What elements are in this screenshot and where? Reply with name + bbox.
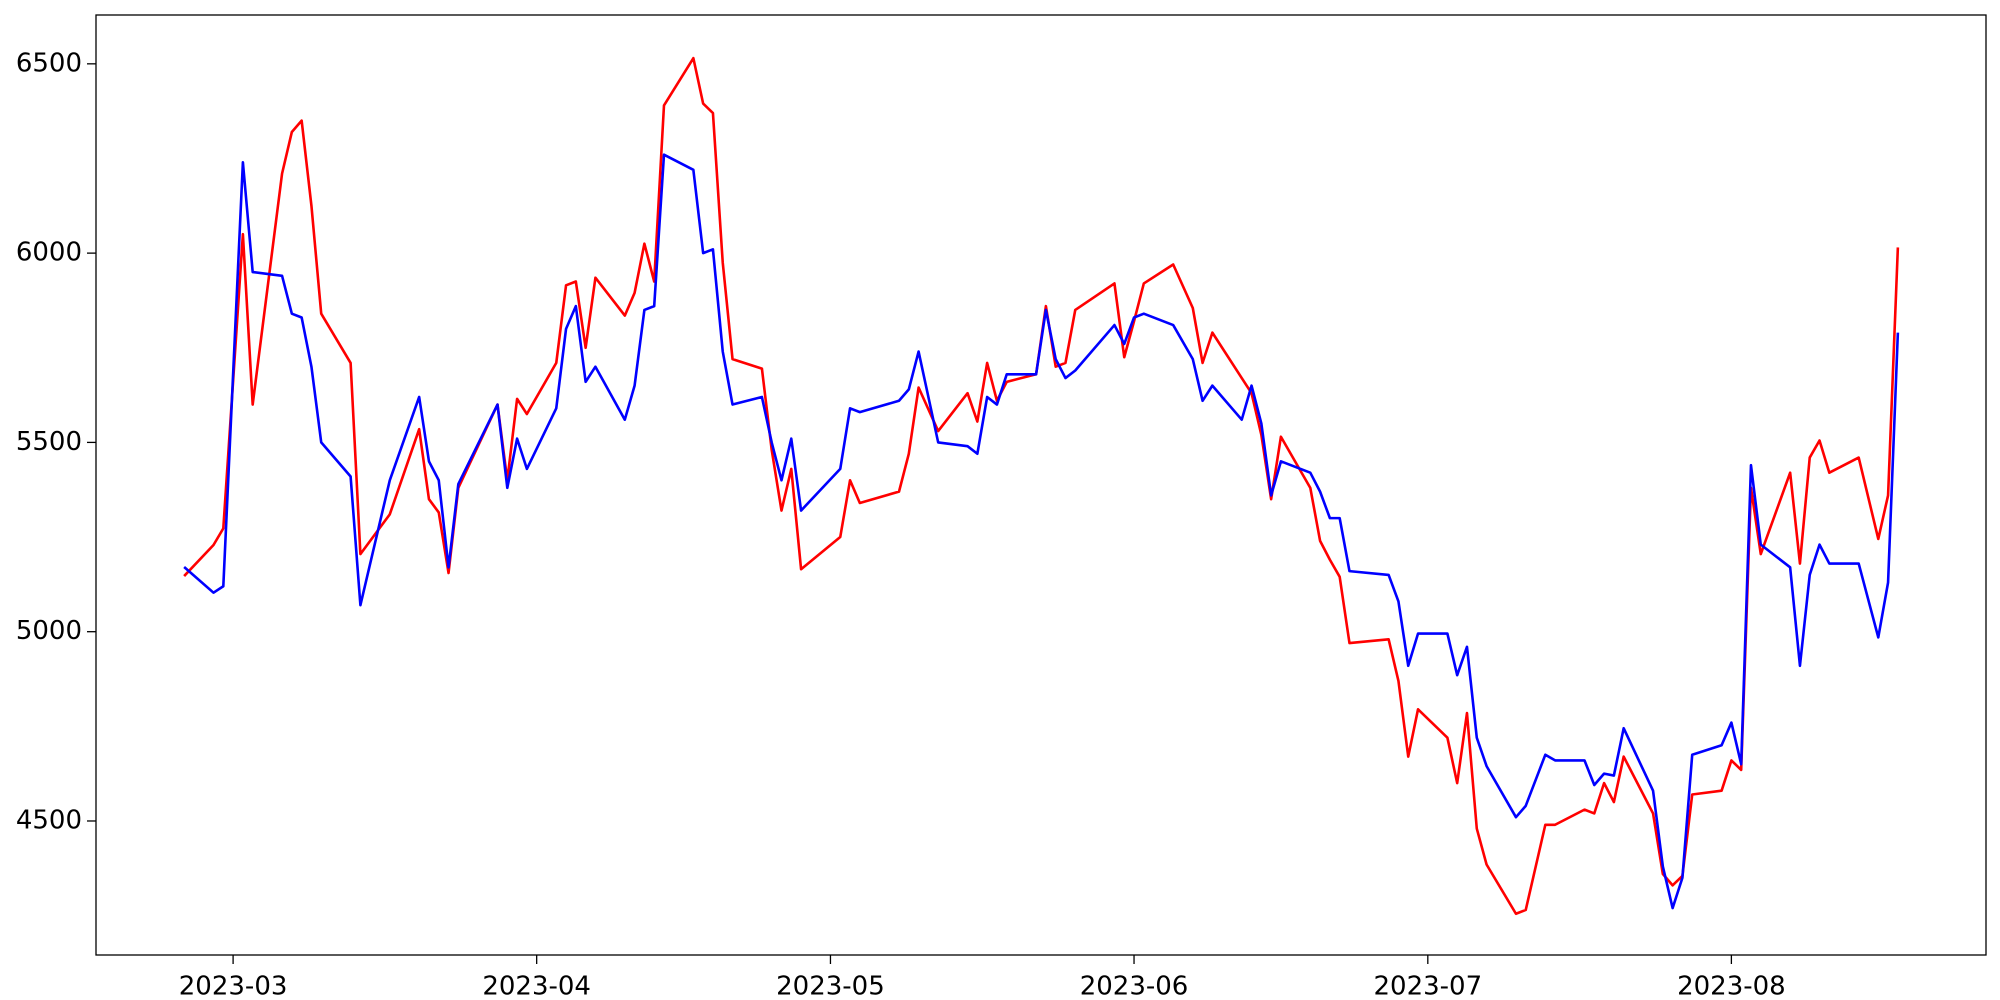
y-tick-label: 6500: [16, 48, 82, 78]
y-tick-label: 6000: [16, 238, 82, 268]
y-tick-label: 4500: [16, 805, 82, 835]
y-tick-label: 5000: [16, 616, 82, 646]
x-tick-label: 2023-04: [482, 972, 591, 1000]
plot-frame: [95, 14, 1987, 956]
x-tick-label: 2023-06: [1080, 972, 1189, 1000]
x-tick-label: 2023-07: [1373, 972, 1482, 1000]
x-tick-label: 2023-03: [179, 972, 288, 1000]
series-line: [183, 56, 1900, 916]
x-tick-label: 2023-05: [776, 972, 885, 1000]
series-line: [183, 153, 1900, 910]
x-tick-label: 2023-08: [1677, 972, 1786, 1000]
y-tick-label: 5500: [16, 427, 82, 457]
